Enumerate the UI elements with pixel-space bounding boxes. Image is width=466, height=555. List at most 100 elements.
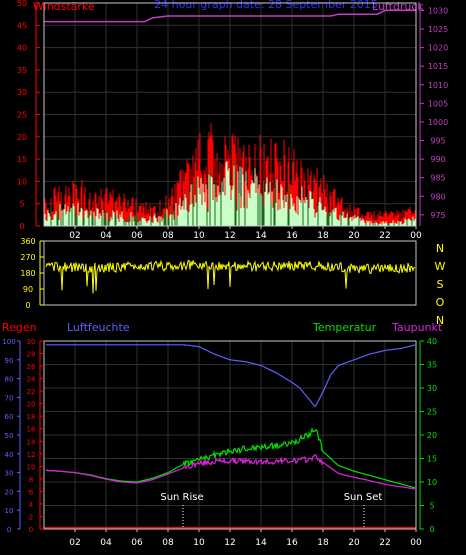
dewpoint-line — [46, 453, 416, 490]
pressure-tick-label: 980 — [430, 192, 445, 201]
rain-tick-label: 24 — [27, 376, 36, 384]
direction-tick-label: 360 — [20, 237, 35, 246]
wind-tick-label: 45 — [17, 21, 27, 30]
direction-tick-label: 270 — [20, 253, 35, 262]
humidity-tick-label: 30 — [5, 470, 14, 478]
direction-tick-label: 180 — [20, 269, 35, 278]
humidity-tick-label: 0 — [7, 526, 11, 534]
humidity-tick-label: 100 — [2, 338, 15, 346]
wind-direction-frame — [43, 240, 417, 306]
rain-tick-label: 2 — [29, 513, 33, 521]
direction-tick-label: 0 — [25, 301, 30, 310]
rain-tick-label: 26 — [27, 363, 36, 371]
rain-tick-label: 4 — [29, 501, 34, 509]
dewpoint-title: Taupunkt — [391, 321, 443, 334]
compass-n-top: N — [436, 242, 444, 255]
bottom-time-axis: 02 04 06 08 10 12 14 16 18 20 22 00 — [69, 529, 422, 548]
rain-tick-label: 14 — [27, 438, 36, 446]
pressure-tick-label: 990 — [430, 155, 445, 164]
rain-tick-label: 22 — [27, 388, 36, 396]
bottom-time-label: 06 — [131, 538, 143, 548]
pressure-tick-label: 995 — [430, 137, 445, 146]
humidity-title: Luftfeuchte — [67, 321, 130, 334]
pressure-tick-label: 1015 — [428, 62, 448, 71]
top-time-label: 16 — [286, 231, 298, 241]
temperature-tick-label: 20 — [427, 431, 437, 440]
top-time-label: 18 — [317, 231, 329, 241]
wind-tick-label: 15 — [17, 155, 27, 164]
wind-tick-label: 0 — [19, 222, 24, 231]
pressure-tick-label: 985 — [430, 174, 445, 183]
climate-axes: 0102030405060708090100024681012141618202… — [2, 337, 437, 534]
humidity-tick-label: 10 — [5, 507, 14, 515]
rain-tick-label: 8 — [29, 476, 33, 484]
pressure-tick-label: 1000 — [428, 118, 448, 127]
climate-grid — [44, 340, 417, 530]
temperature-tick-label: 35 — [427, 361, 437, 370]
bottom-time-label: 08 — [162, 538, 174, 548]
compass-s: S — [437, 278, 444, 291]
pressure-tick-label: 1020 — [428, 44, 448, 53]
top-time-label: 20 — [348, 231, 360, 241]
bottom-time-label: 10 — [193, 538, 205, 548]
rain-tick-label: 18 — [27, 413, 36, 421]
temperature-tick-label: 0 — [429, 525, 434, 534]
pressure-tick-label: 975 — [430, 211, 445, 220]
temperature-tick-label: 25 — [427, 408, 437, 417]
wind-direction-trace — [45, 259, 416, 294]
wind-tick-label: 25 — [17, 111, 27, 120]
rain-tick-label: 28 — [27, 351, 36, 359]
pressure-tick-label: 1005 — [428, 99, 448, 108]
pressure-tick-label: 1010 — [428, 81, 448, 90]
sunset-label: Sun Set — [344, 492, 383, 503]
bottom-time-label: 04 — [100, 538, 112, 548]
pressure-tick-label: 1030 — [428, 6, 448, 15]
wind-tick-label: 10 — [17, 177, 27, 186]
wind-tick-label: 20 — [17, 133, 27, 142]
bottom-time-label: 22 — [379, 538, 390, 548]
compass-w: W — [435, 260, 446, 273]
rain-tick-label: 6 — [29, 488, 34, 496]
bottom-time-label: 18 — [317, 538, 329, 548]
top-time-label: 08 — [162, 231, 174, 241]
rain-tick-label: 12 — [27, 451, 36, 459]
top-time-label: 04 — [100, 231, 112, 241]
wind-tick-label: 30 — [17, 88, 27, 97]
humidity-tick-label: 20 — [5, 488, 14, 496]
top-time-label: 12 — [224, 231, 235, 241]
humidity-tick-label: 40 — [5, 451, 14, 459]
rain-tick-label: 20 — [27, 401, 36, 409]
humidity-line — [46, 344, 416, 408]
humidity-tick-label: 80 — [5, 376, 14, 384]
wind-direction-plot — [45, 259, 416, 294]
climate-plot — [44, 344, 416, 529]
wind-pressure-plot — [44, 9, 416, 226]
bottom-time-label: 00 — [410, 538, 422, 548]
temperature-tick-label: 15 — [427, 455, 437, 464]
direction-tick-label: 90 — [23, 285, 33, 294]
wind-axis: 0 5 10 15 20 25 30 35 40 45 50 — [17, 0, 40, 231]
compass-o: O — [436, 296, 445, 309]
top-time-label: 00 — [410, 231, 422, 241]
bottom-time-label: 02 — [69, 538, 80, 548]
wind-title: Windstärke — [33, 0, 95, 13]
rain-tick-label: 0 — [29, 526, 33, 534]
graph-date-title: 24 hour graph date: 28 September 2015 — [154, 0, 378, 11]
humidity-tick-label: 90 — [5, 357, 14, 365]
wind-tick-label: 35 — [17, 66, 27, 75]
bottom-time-label: 14 — [255, 538, 267, 548]
pressure-line — [44, 9, 416, 23]
wind-tick-label: 5 — [19, 200, 24, 209]
pressure-tick-label: 1025 — [428, 25, 448, 34]
direction-axis: 0 90 180 270 360 — [20, 237, 44, 310]
top-time-label: 14 — [255, 231, 267, 241]
bottom-time-label: 12 — [224, 538, 235, 548]
temperature-tick-label: 5 — [429, 502, 434, 511]
top-time-label: 10 — [193, 231, 205, 241]
top-time-label: 06 — [131, 231, 143, 241]
temperature-tick-label: 30 — [427, 384, 437, 393]
top-time-label: 02 — [69, 231, 80, 241]
top-time-label: 22 — [379, 231, 390, 241]
sunrise-label: Sun Rise — [160, 492, 203, 503]
